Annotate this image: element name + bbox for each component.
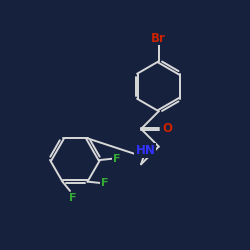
Text: O: O <box>162 122 172 136</box>
Text: Br: Br <box>151 32 166 44</box>
Text: F: F <box>69 193 76 203</box>
Text: HN: HN <box>136 144 155 157</box>
Text: F: F <box>113 154 121 164</box>
Text: F: F <box>101 178 108 188</box>
